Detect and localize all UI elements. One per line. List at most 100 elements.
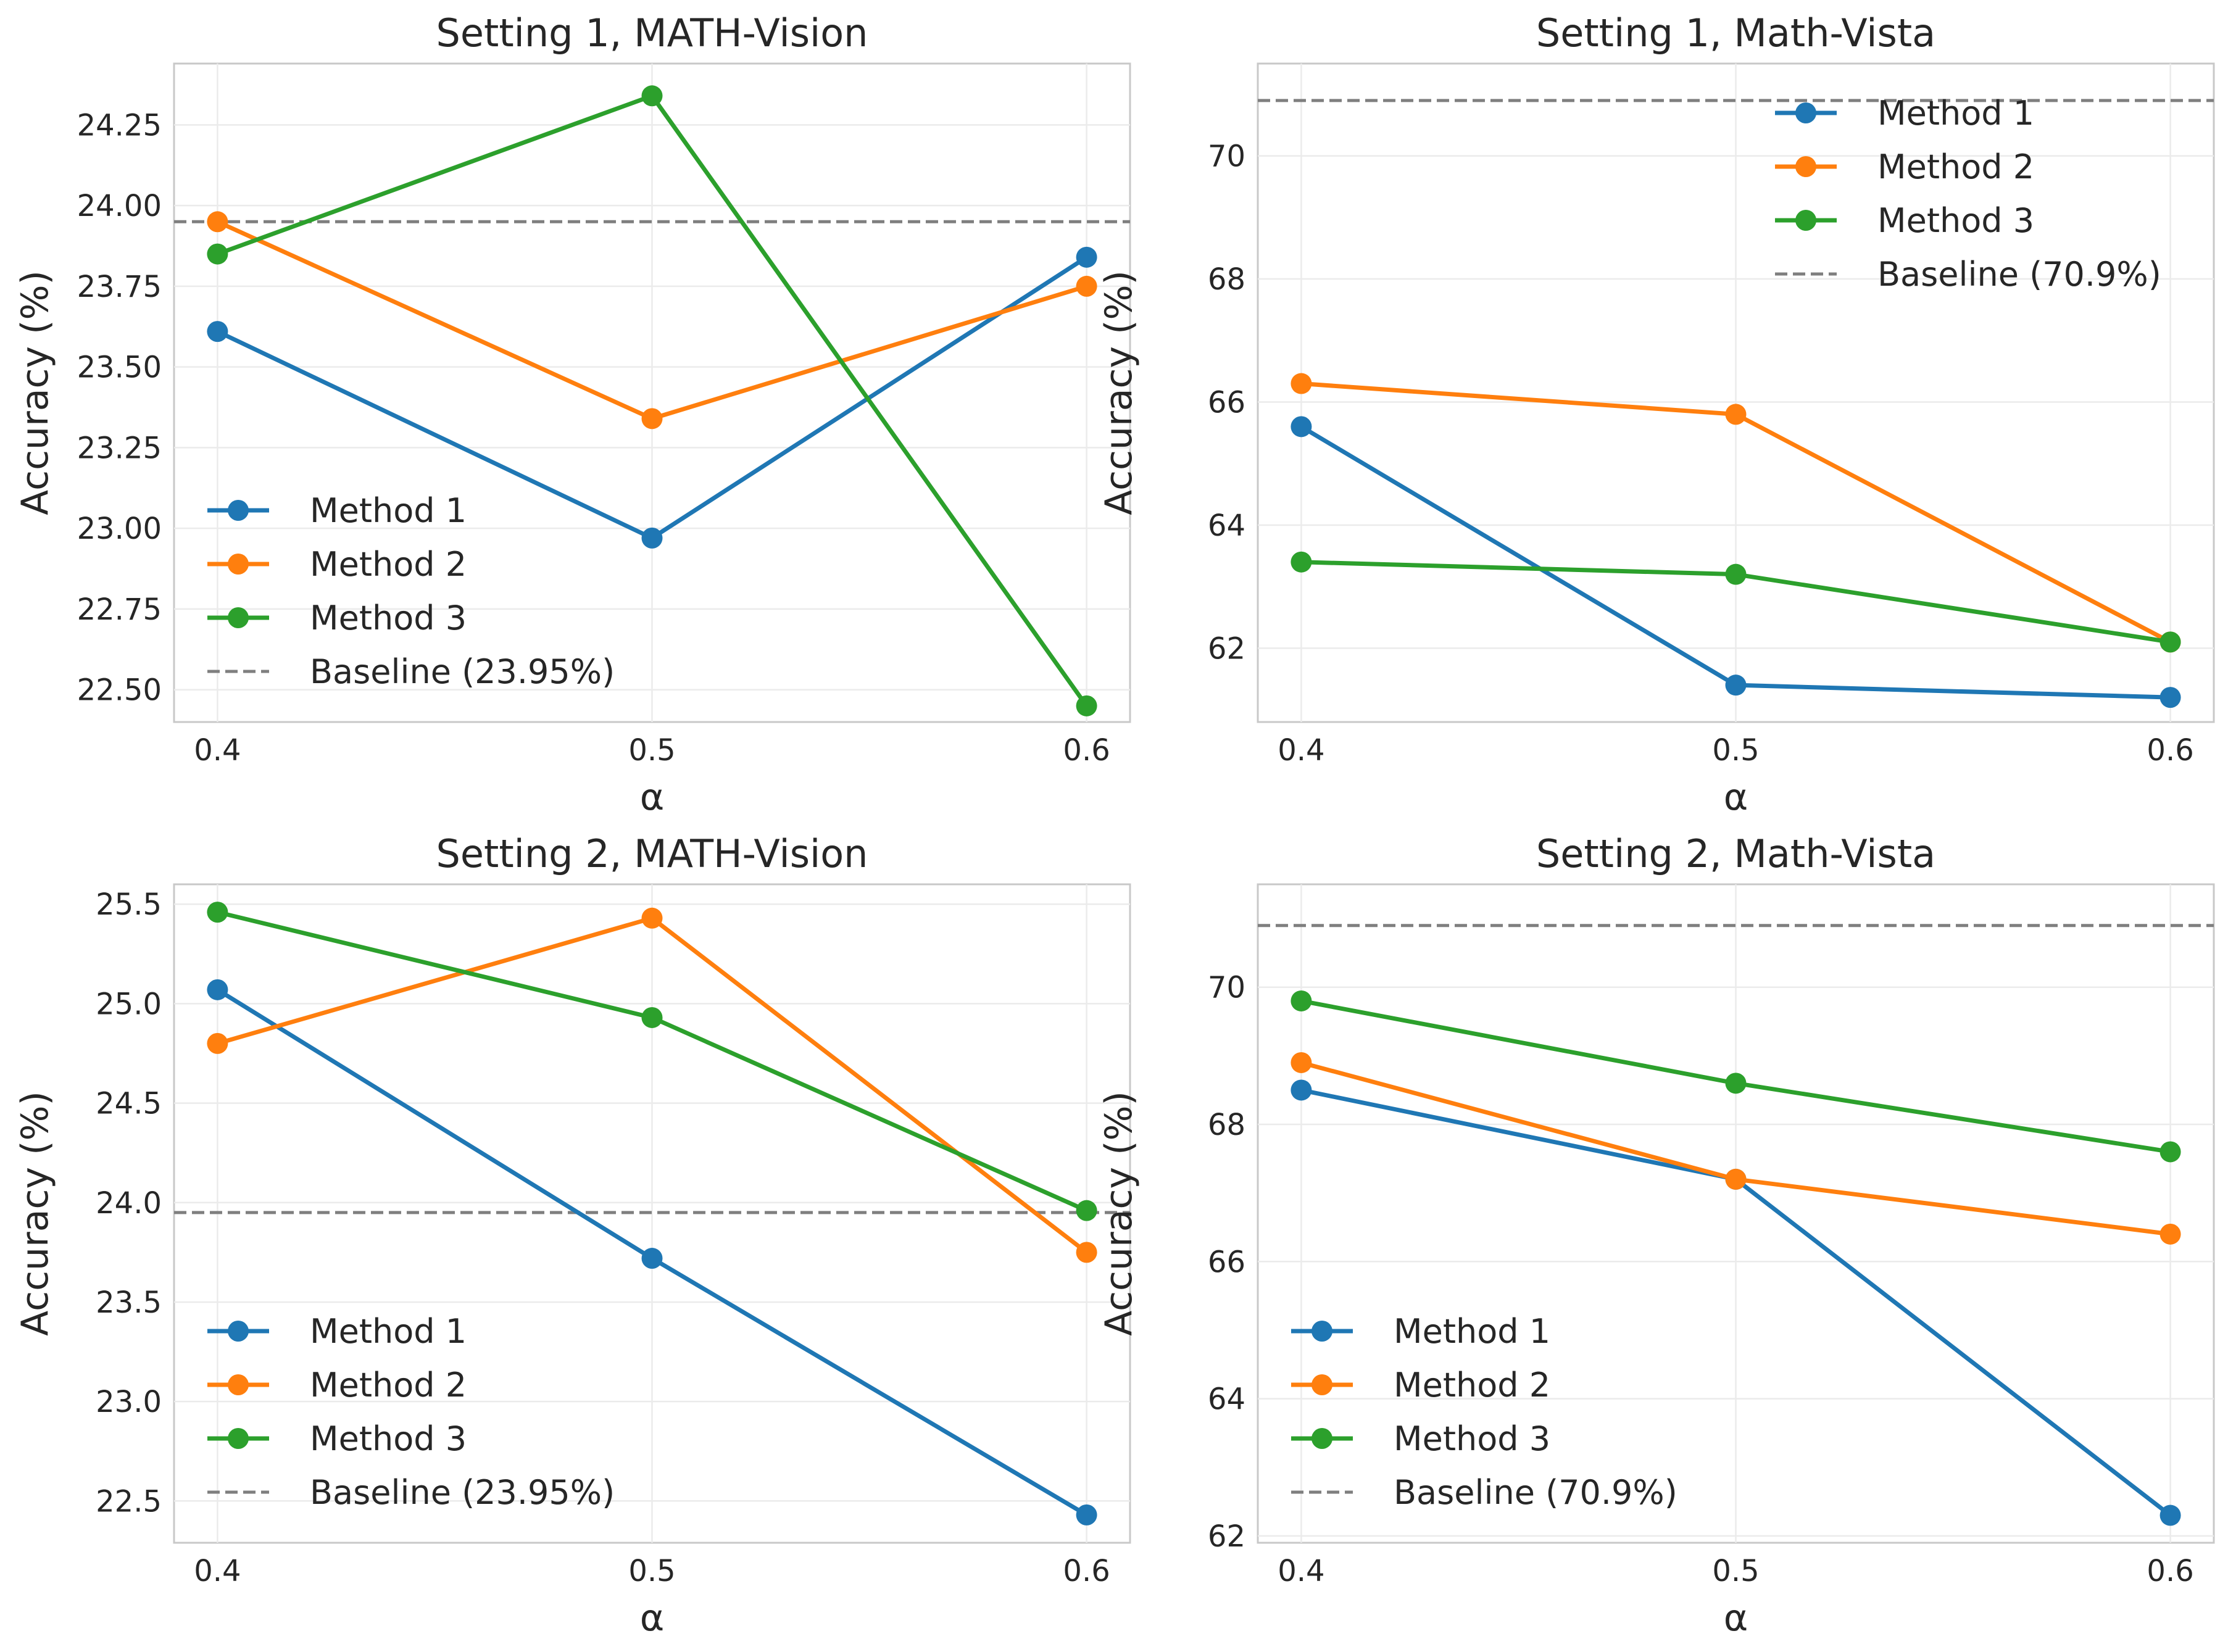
x-tick-label: 0.4	[1278, 1554, 1324, 1588]
legend-marker-method-2	[1311, 1374, 1332, 1395]
data-point-method-3	[1291, 990, 1312, 1011]
data-point-method-2	[1291, 373, 1312, 394]
y-tick-label: 23.0	[96, 1385, 162, 1419]
y-tick-label: 62	[1208, 631, 1245, 666]
x-tick-label: 0.4	[194, 1554, 241, 1588]
legend-label-method-1: Method 1	[310, 491, 467, 530]
legend: Method 1 Method 2 Method 3 Baseline (23.95%…	[207, 491, 615, 691]
data-point-method-2	[1291, 1052, 1312, 1073]
x-axis-label: α	[1724, 776, 1748, 819]
y-tick-label: 68	[1208, 1108, 1245, 1142]
x-tick-label: 0.5	[628, 1554, 675, 1588]
data-point-method-1	[1725, 674, 1747, 696]
x-tick-label: 0.6	[2147, 1554, 2193, 1588]
gridlines	[1258, 64, 2214, 722]
y-tick-label: 23.50	[77, 351, 162, 385]
legend-label-baseline: Baseline (23.95%)	[310, 1473, 615, 1512]
x-axis-label: α	[1724, 1596, 1748, 1640]
data-point-method-3	[1076, 1200, 1097, 1221]
data-point-method-1	[1076, 246, 1097, 268]
y-tick-label: 23.00	[77, 512, 162, 546]
gridlines	[174, 64, 1130, 722]
y-tick-label: 24.00	[77, 189, 162, 223]
x-tick-label: 0.6	[2147, 733, 2193, 768]
data-point-method-2	[2159, 1223, 2181, 1245]
x-tick-label: 0.4	[1278, 733, 1324, 768]
legend: Method 1 Method 2 Method 3 Baseline (23.95%…	[207, 1312, 615, 1512]
legend-marker-method-3	[1311, 1428, 1332, 1449]
data-point-method-2	[1725, 1168, 1747, 1190]
x-axis-label: α	[640, 776, 665, 819]
legend-label-method-2: Method 2	[310, 1366, 467, 1405]
legend: Method 1 Method 2 Method 3 Baseline (70.9%)	[1775, 94, 2161, 294]
y-tick-label: 64	[1208, 508, 1245, 543]
data-point-method-2	[207, 211, 228, 233]
legend-marker-method-2	[1795, 156, 1816, 177]
y-tick-label: 64	[1208, 1382, 1245, 1417]
y-tick-label: 22.75	[77, 592, 162, 627]
chart-panel-1: 22.50 22.75 23.00 23.25 23.50 23.75 24.00 24.25…	[14, 10, 1131, 819]
legend-label-baseline: Baseline (70.9%)	[1877, 255, 2161, 294]
y-axis-label: Accuracy (%)	[14, 1091, 57, 1336]
data-point-method-2	[1076, 1242, 1097, 1263]
legend-label-method-1: Method 1	[1877, 94, 2034, 133]
x-tick-label: 0.6	[1063, 733, 1110, 768]
data-point-method-3	[1725, 1073, 1747, 1094]
y-tick-label: 24.5	[96, 1087, 162, 1121]
data-point-method-3	[207, 902, 228, 923]
y-tick-label: 22.5	[96, 1484, 162, 1519]
gridlines	[1258, 884, 2214, 1543]
data-point-method-1	[1076, 1504, 1097, 1525]
legend-marker-method-1	[228, 500, 249, 521]
legend-label-method-3: Method 3	[1877, 201, 2034, 240]
data-point-method-1	[2159, 1505, 2181, 1526]
data-point-method-2	[641, 907, 663, 929]
y-axis-label: Accuracy (%)	[14, 270, 57, 515]
data-point-method-1	[1291, 1079, 1312, 1101]
data-point-method-2	[641, 408, 663, 430]
data-point-method-3	[2159, 631, 2181, 653]
data-point-method-3	[641, 85, 663, 107]
data-point-method-2	[207, 1032, 228, 1054]
x-tick-label: 0.4	[194, 733, 241, 768]
legend-marker-method-1	[228, 1321, 249, 1342]
data-point-method-3	[641, 1007, 663, 1028]
legend-label-method-3: Method 3	[310, 599, 467, 637]
y-tick-label: 70	[1208, 139, 1245, 174]
chart-title: Setting 1, Math-Vista	[1536, 10, 1935, 56]
legend-marker-method-1	[1795, 102, 1816, 123]
legend-label-method-2: Method 2	[1877, 147, 2034, 186]
legend-marker-method-3	[1795, 210, 1816, 231]
legend-label-method-1: Method 1	[1394, 1312, 1550, 1351]
legend-marker-method-1	[1311, 1321, 1332, 1342]
data-point-method-3	[1291, 551, 1312, 573]
y-tick-label: 25.5	[96, 887, 162, 922]
data-point-method-1	[207, 979, 228, 1000]
y-tick-label: 66	[1208, 1245, 1245, 1279]
data-point-method-3	[2159, 1141, 2181, 1163]
data-point-method-2	[1076, 275, 1097, 297]
data-point-method-1	[641, 1248, 663, 1269]
legend: Method 1 Method 2 Method 3 Baseline (70.9%)	[1291, 1312, 1677, 1512]
data-point-method-2	[1725, 404, 1747, 425]
data-point-method-3	[207, 243, 228, 265]
y-tick-label: 25.0	[96, 987, 162, 1021]
chart-panel-2: 62 64 66 68 70 0.4 0.5 0.6 Setting 1, Math-Vista…	[1097, 10, 2215, 819]
y-tick-label: 24.25	[77, 108, 162, 143]
y-tick-label: 68	[1208, 262, 1245, 297]
data-point-method-1	[641, 527, 663, 549]
y-tick-label: 23.75	[77, 270, 162, 304]
x-tick-label: 0.5	[1712, 1554, 1759, 1588]
data-point-method-3	[1076, 695, 1097, 716]
y-tick-label: 22.50	[77, 673, 162, 708]
legend-label-method-3: Method 3	[310, 1419, 467, 1458]
legend-label-method-1: Method 1	[310, 1312, 467, 1351]
chart-title: Setting 2, Math-Vista	[1536, 831, 1935, 876]
chart-panel-4: 62 64 66 68 70 0.4 0.5 0.6 Setting 2, Math-Vista…	[1097, 831, 2215, 1640]
legend-label-method-2: Method 2	[310, 545, 467, 584]
x-tick-label: 0.5	[628, 733, 675, 768]
x-tick-label: 0.5	[1712, 733, 1759, 768]
y-axis-label: Accuracy (%)	[1097, 270, 1141, 515]
y-tick-label: 66	[1208, 385, 1245, 420]
